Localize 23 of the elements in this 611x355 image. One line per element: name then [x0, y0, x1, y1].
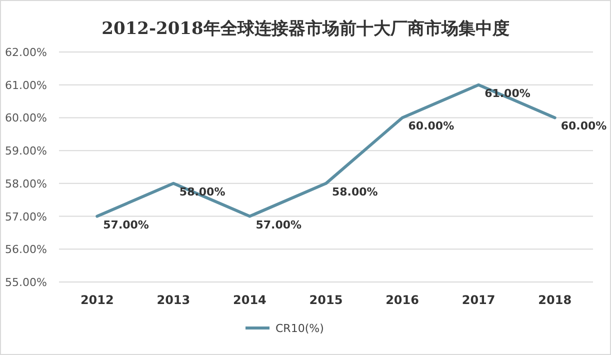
- y-tick-label: 55.00%: [5, 276, 47, 289]
- y-tick-label: 62.00%: [5, 46, 47, 59]
- legend-label: CR10(%): [276, 322, 324, 335]
- y-tick-label: 60.00%: [5, 112, 47, 125]
- data-label: 57.00%: [103, 218, 149, 232]
- line-series: [96, 83, 556, 218]
- x-tick-label: 2016: [386, 293, 419, 307]
- y-tick-label: 59.00%: [5, 144, 47, 158]
- y-tick-label: 58.00%: [5, 177, 47, 190]
- x-tick-label: 2017: [462, 293, 496, 307]
- data-label: 58.00%: [332, 185, 378, 198]
- data-label: 60.00%: [408, 120, 454, 133]
- y-tick-label: 61.00%: [5, 78, 47, 92]
- x-tick-label: 2012: [80, 293, 114, 307]
- data-label: 57.00%: [256, 218, 302, 232]
- x-tick-label: 2015: [309, 293, 343, 307]
- x-tick-label: 2013: [156, 293, 190, 307]
- chart-title: 2012-2018年全球连接器市场前十大厂商市场集中度: [102, 19, 510, 39]
- x-tick-label: 2018: [538, 293, 572, 307]
- y-tick-label: 56.00%: [5, 243, 47, 256]
- x-tick-label: 2014: [233, 293, 266, 307]
- y-tick-label: 57.00%: [5, 210, 47, 224]
- data-label: 60.00%: [560, 120, 607, 133]
